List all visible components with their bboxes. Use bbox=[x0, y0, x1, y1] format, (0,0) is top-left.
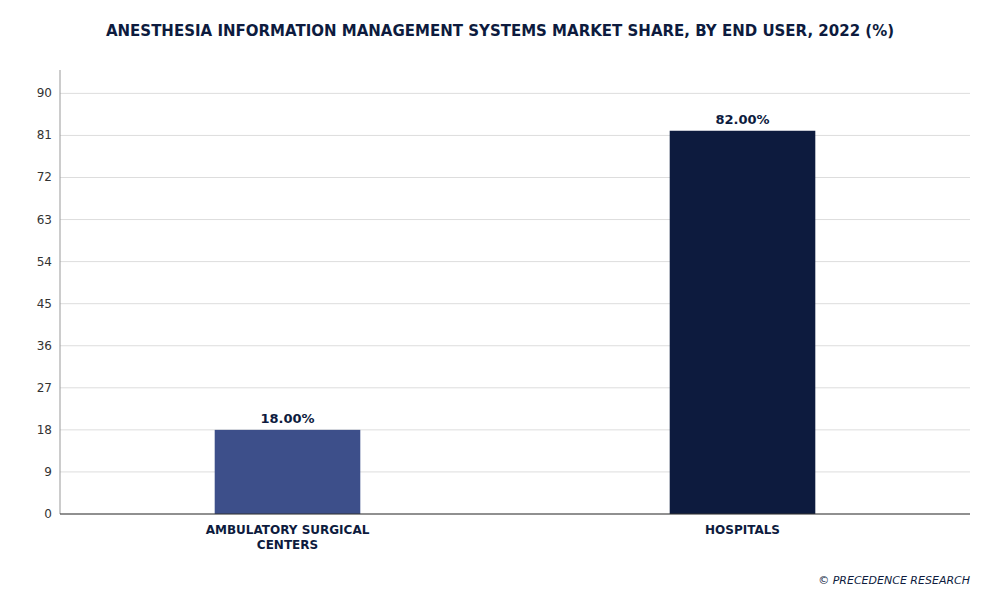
y-tick-label: 54 bbox=[37, 255, 52, 269]
y-axis-line bbox=[60, 70, 61, 514]
bar bbox=[215, 430, 361, 514]
y-tick-label: 27 bbox=[37, 381, 52, 395]
y-tick-label: 90 bbox=[37, 86, 52, 100]
grid-line bbox=[60, 345, 970, 346]
x-tick-label-line: AMBULATORY SURGICAL bbox=[206, 523, 370, 537]
x-tick-label: AMBULATORY SURGICALCENTERS bbox=[206, 523, 370, 552]
grid-line bbox=[60, 303, 970, 304]
data-label: 82.00% bbox=[715, 112, 769, 127]
y-tick-label: 18 bbox=[37, 423, 52, 437]
chart-container: ANESTHESIA INFORMATION MANAGEMENT SYSTEM… bbox=[0, 0, 1000, 594]
y-tick-label: 63 bbox=[37, 213, 52, 227]
grid-line bbox=[60, 514, 970, 515]
annotation: © PRECEDENCE RESEARCH bbox=[818, 574, 970, 587]
grid-line bbox=[60, 93, 970, 94]
y-tick-label: 81 bbox=[37, 128, 52, 142]
background bbox=[0, 0, 1000, 594]
data-label: 18.00% bbox=[260, 411, 314, 426]
y-tick-label: 9 bbox=[44, 465, 52, 479]
bars bbox=[215, 131, 816, 514]
x-tick-label: HOSPITALS bbox=[705, 523, 780, 537]
chart-svg: ANESTHESIA INFORMATION MANAGEMENT SYSTEM… bbox=[0, 0, 1000, 594]
grid-line bbox=[60, 261, 970, 262]
y-tick-label: 0 bbox=[44, 507, 52, 521]
y-tick-label: 36 bbox=[37, 339, 52, 353]
x-tick-label-line: CENTERS bbox=[257, 538, 318, 552]
x-tick-label-line: HOSPITALS bbox=[705, 523, 780, 537]
grid-line bbox=[60, 219, 970, 220]
bar bbox=[670, 131, 816, 514]
grid-line bbox=[60, 177, 970, 178]
grid-line bbox=[60, 429, 970, 430]
grid-line bbox=[60, 471, 970, 472]
y-tick-label: 72 bbox=[37, 170, 52, 184]
x-axis-line bbox=[60, 514, 970, 515]
grid-line bbox=[60, 387, 970, 388]
grid-line bbox=[60, 135, 970, 136]
y-tick-label: 45 bbox=[37, 297, 52, 311]
chart-title: ANESTHESIA INFORMATION MANAGEMENT SYSTEM… bbox=[106, 22, 894, 40]
grid bbox=[60, 93, 970, 514]
